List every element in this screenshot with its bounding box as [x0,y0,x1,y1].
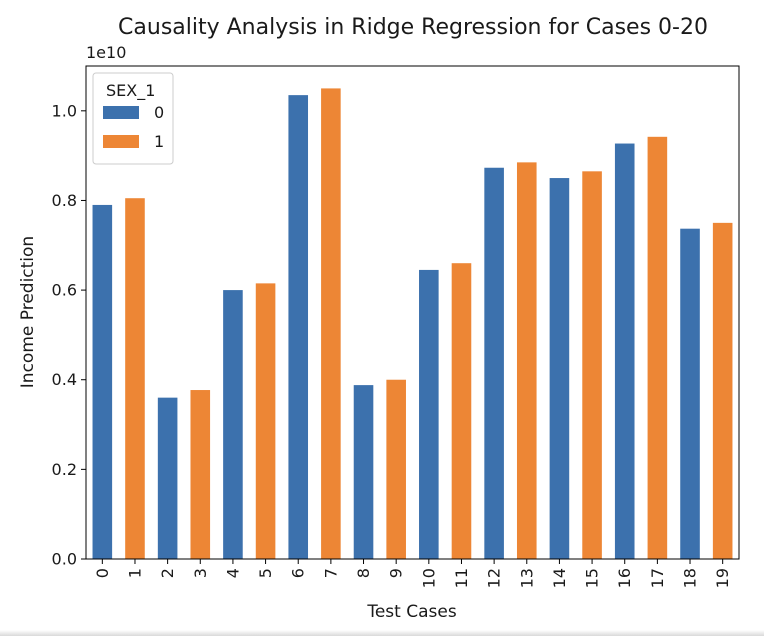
legend: SEX_1 01 [92,72,174,165]
x-tick-label: 0 [93,568,112,578]
legend-swatch [103,106,139,119]
x-tick-label: 6 [289,568,308,578]
x-tick-label: 17 [648,568,667,588]
bar-case-15 [582,171,602,559]
x-tick-label: 8 [354,568,373,578]
x-tick-label: 12 [485,568,504,588]
x-tick-label: 15 [583,568,602,588]
window-bottom-edge [0,630,764,636]
legend-items: 01 [103,103,164,151]
legend-title: SEX_1 [106,81,155,101]
bar-case-19 [712,222,733,560]
x-tick-label: 13 [517,568,536,588]
x-tick-label: 14 [550,568,569,588]
bar-case-12 [484,167,504,560]
bar-case-10 [419,269,439,559]
x-axis-label: Test Cases [366,602,456,622]
bar-case-3 [190,390,211,559]
bars-group [92,88,733,560]
chart-title: Causality Analysis in Ridge Regression f… [118,15,708,40]
y-axis-offset-label: 1e10 [86,43,126,62]
x-tick-label: 19 [713,568,732,588]
x-tick-label: 2 [158,568,177,578]
y-tick-label: 0.2 [52,460,77,479]
bar-case-5 [255,283,276,559]
bar-case-18 [680,228,700,559]
bar-case-14 [549,178,570,560]
y-tick-label: 0.0 [52,550,77,569]
bar-case-11 [451,263,472,559]
plot-frame [85,65,740,560]
x-tick-label: 3 [191,568,210,578]
bar-case-6 [288,95,309,559]
legend-swatch [103,135,139,148]
x-tick-label: 7 [321,568,340,578]
y-tick-label: 0.8 [52,191,77,210]
x-tick-label: 16 [615,568,634,588]
bar-case-2 [157,397,178,559]
y-tick-label: 1.0 [52,101,77,120]
legend-entry-label: 1 [154,132,164,151]
legend-entry-label: 0 [154,103,164,122]
y-axis-ticks: 0.0 0.2 0.4 0.6 0.8 1.0 [52,101,86,569]
bar-case-4 [223,290,243,559]
x-tick-label: 9 [387,568,406,578]
bar-case-16 [614,143,635,560]
bar-case-7 [321,88,341,559]
bar-case-17 [647,136,668,559]
x-tick-label: 1 [125,568,144,578]
bar-case-0 [92,204,113,559]
x-tick-label: 4 [223,568,242,578]
y-tick-label: 0.6 [52,281,77,300]
x-tick-label: 5 [256,568,275,578]
x-axis-ticks: 0 1 2 3 4 5 6 7 8 9 10 11 12 13 14 15 16 17 18 19 [93,559,732,588]
bar-case-13 [516,162,537,560]
bar-case-1 [125,198,145,559]
x-tick-label: 18 [681,568,700,588]
bar-case-9 [386,379,406,559]
x-tick-label: 11 [452,568,471,588]
y-axis-label: Income Prediction [18,236,38,388]
y-tick-label: 0.4 [52,370,77,389]
bar-case-8 [353,385,374,559]
x-tick-label: 10 [419,568,438,588]
